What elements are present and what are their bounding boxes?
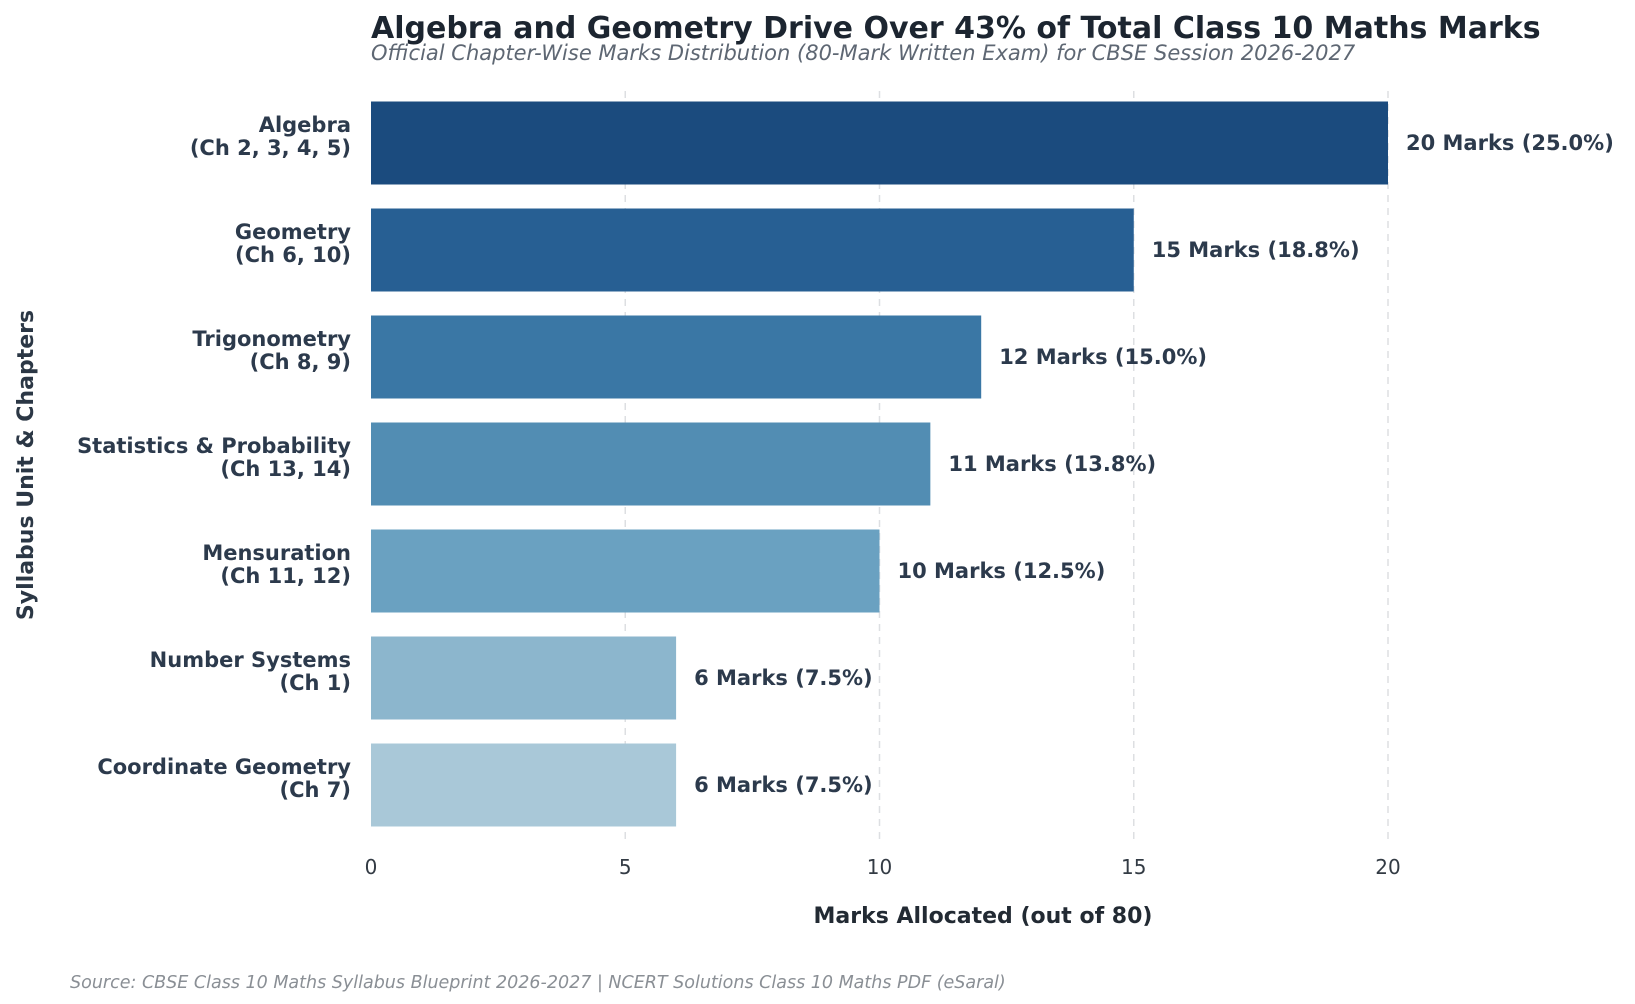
category-name: Number Systems xyxy=(150,648,351,672)
category-chapters: (Ch 6, 10) xyxy=(235,243,351,267)
category-label: Trigonometry (Ch 8, 9) xyxy=(192,327,351,374)
category-label: Geometry (Ch 6, 10) xyxy=(235,220,351,267)
bar xyxy=(371,422,931,506)
y-axis-label: Syllabus Unit & Chapters xyxy=(14,310,39,620)
category-name: Algebra xyxy=(259,113,351,137)
bar xyxy=(371,743,677,827)
x-tick-label: 15 xyxy=(1121,855,1146,879)
category-label: Number Systems (Ch 1) xyxy=(150,648,351,695)
category-chapters: (Ch 8, 9) xyxy=(250,350,351,374)
category-name: Trigonometry xyxy=(192,327,351,351)
category-chapters: (Ch 13, 14) xyxy=(220,457,351,481)
bar xyxy=(371,315,982,399)
bar-value-label: 15 Marks (18.8%) xyxy=(1152,238,1360,262)
data-labels: 20 Marks (25.0%) 15 Marks (18.8%) 12 Marks… xyxy=(694,131,1614,797)
bar-value-label: 12 Marks (15.0%) xyxy=(999,345,1207,369)
source-note: Source: CBSE Class 10 Maths Syllabus Blu… xyxy=(70,973,1006,993)
bar xyxy=(371,529,880,613)
chart-title: Algebra and Geometry Drive Over 43% of T… xyxy=(371,11,1541,46)
category-chapters: (Ch 1) xyxy=(280,671,351,695)
bar-value-label: 10 Marks (12.5%) xyxy=(898,559,1106,583)
category-chapters: (Ch 7) xyxy=(280,778,351,802)
category-labels: Algebra (Ch 2, 3, 4, 5) Geometry (Ch 6, 10)… xyxy=(77,113,351,802)
x-tick-label: 20 xyxy=(1375,855,1400,879)
x-tick-label: 10 xyxy=(867,855,892,879)
category-label: Statistics & Probability (Ch 13, 14) xyxy=(77,434,351,481)
category-name: Geometry xyxy=(235,220,351,244)
category-name: Coordinate Geometry xyxy=(97,755,351,779)
category-label: Mensuration (Ch 11, 12) xyxy=(202,541,351,588)
bar xyxy=(371,208,1134,292)
category-chapters: (Ch 2, 3, 4, 5) xyxy=(190,136,351,160)
bar-value-label: 11 Marks (13.8%) xyxy=(948,452,1156,476)
bar-value-label: 6 Marks (7.5%) xyxy=(694,773,873,797)
category-chapters: (Ch 11, 12) xyxy=(220,564,351,588)
category-label: Algebra (Ch 2, 3, 4, 5) xyxy=(190,113,351,160)
bar xyxy=(371,636,677,720)
x-axis-ticks: 0 5 10 15 20 xyxy=(365,855,1401,879)
category-name: Statistics & Probability xyxy=(77,434,351,458)
x-tick-label: 0 xyxy=(365,855,378,879)
x-tick-label: 5 xyxy=(619,855,632,879)
bar-value-label: 20 Marks (25.0%) xyxy=(1406,131,1614,155)
x-axis-label: Marks Allocated (out of 80) xyxy=(814,904,1153,929)
bar-value-label: 6 Marks (7.5%) xyxy=(694,666,873,690)
bar xyxy=(371,101,1388,185)
chart-subtitle: Official Chapter-Wise Marks Distribution… xyxy=(371,41,1356,65)
bars xyxy=(371,101,1388,827)
category-label: Coordinate Geometry (Ch 7) xyxy=(97,755,351,802)
category-name: Mensuration xyxy=(202,541,351,565)
